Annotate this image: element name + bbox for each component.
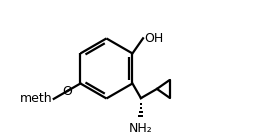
Text: OH: OH — [144, 32, 163, 45]
Text: NH₂: NH₂ — [129, 122, 153, 135]
Text: O: O — [62, 85, 72, 98]
Text: meth: meth — [20, 92, 53, 105]
